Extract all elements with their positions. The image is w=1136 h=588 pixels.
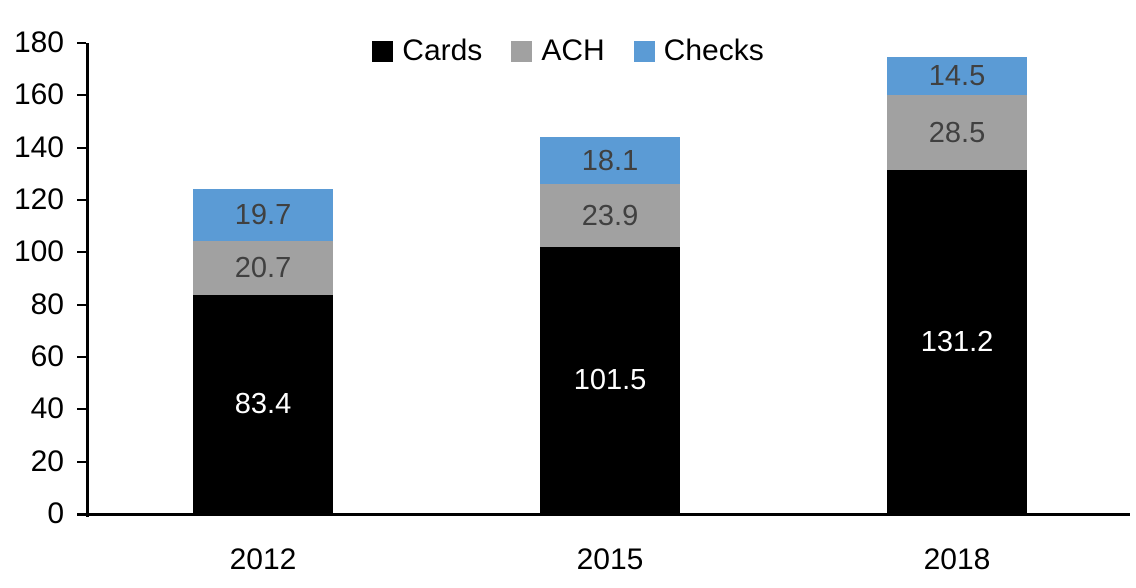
bar-segment-cards-2018: [887, 170, 1027, 513]
segment-label-ach-2018: 28.5: [928, 117, 986, 149]
bar-segment-checks-2012: [193, 189, 333, 241]
y-axis-tick-label: 60: [30, 340, 64, 373]
segment-label-checks-2018: 14.5: [928, 60, 986, 92]
y-axis-line: [86, 43, 89, 517]
y-axis-tick-label: 180: [13, 26, 64, 59]
y-axis-tick: [77, 251, 86, 253]
y-axis-tick-label: 160: [13, 78, 64, 111]
y-axis-tick-label: 20: [30, 445, 64, 478]
bar-segment-checks-2018: [887, 57, 1027, 95]
legend-item-cards: Cards: [372, 36, 482, 66]
bar-segment-cards-2015: [540, 247, 680, 513]
x-axis-label-2018: 2018: [923, 543, 991, 576]
segment-label-cards-2015: 101.5: [573, 364, 647, 396]
bar-segment-ach-2015: [540, 184, 680, 247]
segment-label-cards-2018: 131.2: [920, 326, 994, 358]
y-axis-tick: [77, 42, 86, 44]
bar-segment-cards-2012: [193, 295, 333, 513]
x-axis-label-2015: 2015: [576, 543, 644, 576]
segment-label-ach-2012: 20.7: [234, 252, 292, 284]
y-axis-tick-label: 120: [13, 183, 64, 216]
legend-swatch-cards-icon: [372, 40, 394, 62]
x-axis-label-2012: 2012: [229, 543, 297, 576]
segment-label-cards-2012: 83.4: [234, 388, 292, 420]
legend-label-cards: Cards: [402, 34, 483, 67]
y-axis-tick: [77, 304, 86, 306]
segment-label-ach-2015: 23.9: [581, 200, 639, 232]
legend-swatch-ach-icon: [511, 40, 533, 62]
y-axis-tick: [77, 461, 86, 463]
y-axis-tick-label: 0: [47, 497, 64, 530]
chart-legend: Cards ACH Checks: [0, 36, 1136, 66]
y-axis-tick: [77, 94, 86, 96]
segment-label-checks-2015: 18.1: [581, 145, 639, 177]
y-axis-tick: [77, 513, 86, 515]
y-axis-tick: [77, 147, 86, 149]
y-axis-tick-label: 40: [30, 392, 64, 425]
y-axis-tick: [77, 199, 86, 201]
y-axis-tick-label: 80: [30, 288, 64, 321]
bar-segment-checks-2015: [540, 137, 680, 184]
legend-label-ach: ACH: [541, 34, 605, 67]
legend-item-ach: ACH: [511, 34, 605, 67]
legend-label-checks: Checks: [663, 34, 764, 67]
legend-swatch-checks-icon: [633, 40, 655, 62]
legend-item-checks: Checks: [633, 34, 764, 67]
y-axis-tick-label: 100: [13, 235, 64, 268]
segment-label-checks-2012: 19.7: [234, 199, 292, 231]
y-axis-tick-label: 140: [13, 131, 64, 164]
bar-segment-ach-2012: [193, 241, 333, 295]
y-axis-tick: [77, 356, 86, 358]
x-axis-line: [77, 513, 1130, 516]
bar-segment-ach-2018: [887, 95, 1027, 170]
y-axis-tick: [77, 408, 86, 410]
